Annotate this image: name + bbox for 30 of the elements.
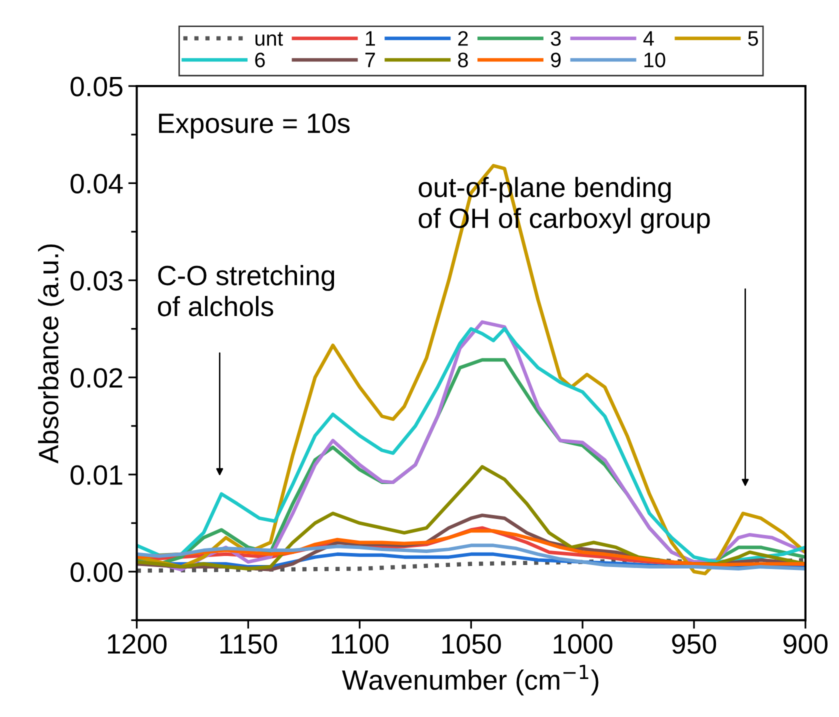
legend-label: 9 — [551, 52, 561, 68]
legend-label: 6 — [255, 52, 265, 68]
y-axis-title: Absorbance (a.u.) — [38, 244, 64, 464]
line-series — [136, 544, 806, 570]
legend-label: 3 — [550, 31, 561, 46]
legend-label: unt — [256, 32, 283, 46]
x-axis-title: Wavenumber (cm$^{−1}$) — [342, 664, 598, 696]
legend-label: 1 — [366, 31, 375, 46]
legend-label: 7 — [365, 52, 375, 68]
annotation: Exposure = 10s — [159, 113, 350, 139]
x-tick-label: 1150 — [220, 634, 277, 654]
y-tick-label: 0.02 — [70, 368, 122, 388]
x-tick-label: 950 — [672, 634, 716, 654]
y-tick-label: 0.04 — [70, 174, 123, 194]
x-tick-label: 1000 — [554, 634, 612, 654]
x-tick-label: 1100 — [332, 634, 388, 654]
x-tick-label: 1050 — [442, 634, 501, 654]
legend-label: 5 — [748, 31, 758, 46]
legend-label: 10 — [644, 52, 666, 68]
y-tick-label: 0.00 — [70, 562, 122, 582]
legend-label: 2 — [458, 31, 468, 46]
legend-label: 8 — [458, 52, 468, 68]
x-tick-label: 1200 — [108, 634, 167, 654]
y-tick-label: 0.01 — [70, 465, 122, 485]
annotation: C-O stretching of alchols — [158, 264, 334, 316]
legend-label: 4 — [643, 31, 654, 46]
line-series — [136, 164, 806, 576]
x-tick-label: 900 — [784, 634, 828, 654]
y-tick-label: 0.05 — [70, 76, 122, 96]
y-tick-label: 0.03 — [70, 270, 122, 291]
